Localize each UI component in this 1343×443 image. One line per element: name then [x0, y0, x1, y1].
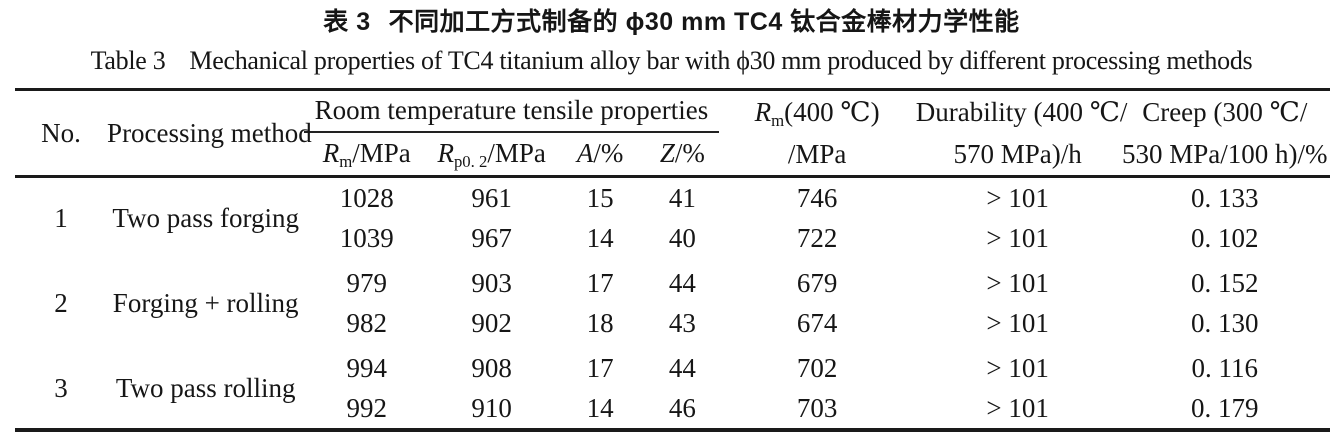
table-header: No. Processing method Room temperature t…	[15, 89, 1330, 178]
cell-rp02: 903	[471, 268, 512, 298]
cell-no: 2	[54, 288, 68, 318]
cell-rp02: 902	[471, 308, 512, 338]
caption-en-text: Mechanical properties of TC4 titanium al…	[189, 46, 1253, 75]
table-row: 992 910 14 46 703 > 101 0. 179	[15, 388, 1330, 430]
cell-z: 44	[668, 353, 696, 383]
caption: 表 3 不同加工方式制备的 ϕ30 mm TC4 钛合金棒材力学性能 Table …	[0, 7, 1343, 77]
cell-durability: > 101	[986, 268, 1049, 298]
cell-method: Forging + rolling	[112, 288, 299, 318]
cell-durability: > 101	[986, 308, 1049, 338]
caption-english: Table 3 Mechanical properties of TC4 tita…	[0, 45, 1343, 77]
table-body: 1 Two pass forging 1028 961 15 41 746 > …	[15, 177, 1330, 431]
cell-a: 18	[586, 308, 614, 338]
cell-rm400: 679	[796, 268, 838, 298]
col-header-durability: Durability (400 ℃/ 570 MPa)/h	[915, 89, 1127, 178]
caption-zh-label: 表 3	[323, 8, 371, 36]
caption-chinese: 表 3 不同加工方式制备的 ϕ30 mm TC4 钛合金棒材力学性能	[0, 7, 1343, 38]
cell-rm: 982	[346, 308, 388, 338]
paper-table-figure: 表 3 不同加工方式制备的 ϕ30 mm TC4 钛合金棒材力学性能 Table …	[0, 7, 1343, 432]
cell-creep: 0. 116	[1191, 353, 1259, 383]
col-header-processing-method: Processing method	[107, 89, 312, 178]
cell-durability: > 101	[986, 393, 1049, 423]
col-header-elongation: A/%	[554, 131, 647, 178]
col-header-creep: Creep (300 ℃/ 530 MPa/100 h)/%	[1119, 89, 1330, 178]
table-row: 3 Two pass rolling 994 908 17 44 702 > 1…	[15, 343, 1330, 403]
table-row: 1 Two pass forging 1028 961 15 41 746 > …	[15, 177, 1330, 233]
cell-rm: 979	[346, 268, 388, 298]
cell-a: 17	[586, 268, 614, 298]
table-row: 2 Forging + rolling 979 903 17 44 679 > …	[15, 258, 1330, 318]
cell-rp02: 908	[471, 353, 512, 383]
cell-creep: 0. 102	[1191, 223, 1259, 253]
cell-z: 41	[668, 183, 696, 213]
cell-method: Two pass rolling	[115, 373, 296, 403]
cell-rm: 992	[346, 393, 388, 423]
cell-no: 3	[54, 373, 68, 403]
cell-rm: 994	[346, 353, 388, 383]
cell-rp02: 967	[471, 223, 512, 253]
col-header-no: No.	[15, 89, 108, 178]
col-header-rm: Rm/MPa	[304, 131, 430, 178]
caption-zh-text: 不同加工方式制备的 ϕ30 mm TC4 钛合金棒材力学性能	[388, 8, 1020, 36]
cell-z: 46	[668, 393, 696, 423]
col-group-room-temp-tensile: Room temperature tensile properties	[304, 89, 719, 133]
cell-creep: 0. 130	[1191, 308, 1259, 338]
cell-a: 17	[586, 353, 614, 383]
table-row: 982 902 18 43 674 > 101 0. 130	[15, 303, 1330, 343]
cell-rm: 1028	[339, 183, 394, 213]
cell-z: 40	[668, 223, 696, 253]
cell-a: 15	[586, 183, 614, 213]
cell-durability: > 101	[986, 223, 1049, 253]
cell-rp02: 961	[471, 183, 512, 213]
cell-rm400: 703	[796, 393, 838, 423]
cell-method: Two pass forging	[112, 203, 299, 233]
cell-a: 14	[586, 223, 614, 253]
cell-z: 44	[668, 268, 696, 298]
col-header-rm-400: Rm(400 ℃) /MPa	[718, 89, 916, 178]
cell-rm: 1039	[339, 223, 394, 253]
cell-a: 14	[586, 393, 614, 423]
cell-durability: > 101	[986, 353, 1049, 383]
cell-creep: 0. 152	[1191, 268, 1259, 298]
caption-en-label: Table 3	[90, 46, 166, 75]
cell-z: 43	[668, 308, 696, 338]
cell-rm400: 722	[796, 223, 838, 253]
cell-rm400: 674	[796, 308, 838, 338]
col-header-rp02: Rp0. 2/MPa	[429, 131, 555, 178]
cell-rp02: 910	[471, 393, 512, 423]
cell-rm400: 746	[796, 183, 838, 213]
cell-creep: 0. 179	[1191, 393, 1259, 423]
mechanical-properties-table: No. Processing method Room temperature t…	[15, 88, 1330, 432]
col-header-reduction: Z/%	[646, 131, 719, 178]
table-row: 1039 967 14 40 722 > 101 0. 102	[15, 218, 1330, 258]
cell-durability: > 101	[986, 183, 1049, 213]
cell-rm400: 702	[796, 353, 838, 383]
cell-no: 1	[54, 203, 68, 233]
cell-creep: 0. 133	[1191, 183, 1259, 213]
